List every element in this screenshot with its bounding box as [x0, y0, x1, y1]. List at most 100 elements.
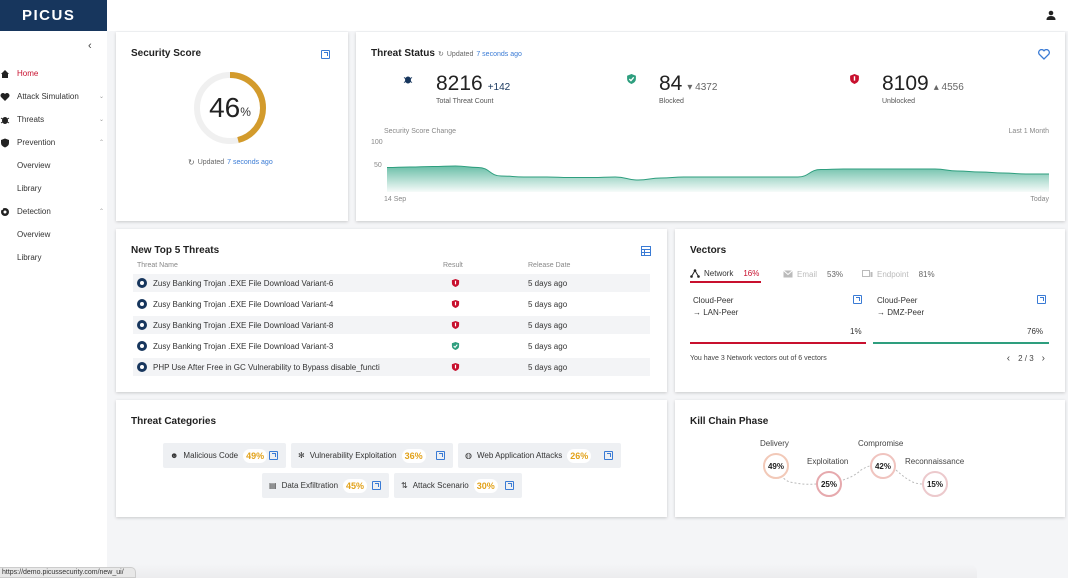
sidebar-item-prevention-library[interactable]: Library — [0, 177, 107, 200]
phase-compromise[interactable]: 42% — [870, 453, 896, 479]
external-link-icon[interactable] — [853, 295, 862, 304]
column-threat-name: Threat Name — [137, 262, 178, 269]
external-link-icon[interactable] — [321, 50, 330, 59]
category-attack-scenario[interactable]: ⇅ Attack Scenario 30% — [394, 473, 522, 498]
card-title: Kill Chain Phase — [690, 416, 769, 427]
threat-name: Zusy Banking Trojan .EXE File Download V… — [153, 320, 334, 330]
chevron-right-icon[interactable]: › — [1041, 353, 1045, 364]
phase-label: Compromise — [858, 439, 904, 448]
phase-label: Reconnaissance — [905, 457, 965, 466]
card-title: Vectors — [690, 245, 727, 256]
sidebar-item-home[interactable]: Home — [0, 62, 107, 85]
chevron-up-icon: ⌃ — [98, 140, 104, 146]
shield-unblocked-icon — [451, 320, 460, 330]
external-link-icon[interactable] — [372, 481, 381, 490]
category-label: Web Application Attacks — [476, 451, 563, 460]
external-link-icon[interactable] — [436, 451, 445, 460]
scenario-icon: ⇅ — [401, 481, 408, 490]
y-tick-50: 50 — [374, 162, 382, 169]
card-title: New Top 5 Threats — [131, 245, 220, 256]
vector-to: → LAN-Peer — [693, 308, 739, 317]
sidebar-item-prevention-overview[interactable]: Overview — [0, 154, 107, 177]
malicious-code-icon: ☻ — [170, 451, 179, 460]
document-icon: ▤ — [269, 481, 277, 490]
tab-network[interactable]: Network 16% — [690, 265, 762, 283]
tab-label: Endpoint — [877, 269, 909, 279]
tab-pct: 16% — [743, 268, 760, 278]
score-value: 46% — [192, 70, 268, 146]
table-row[interactable]: PHP Use After Free in GC Vulnerability t… — [133, 358, 650, 376]
picus-logo[interactable]: PICUS — [0, 0, 107, 31]
score-ring — [194, 72, 266, 144]
shield-unblocked-icon — [451, 299, 460, 309]
shield-unblocked-icon — [451, 278, 460, 288]
table-row[interactable]: Zusy Banking Trojan .EXE File Download V… — [133, 274, 650, 292]
phase-label: Exploitation — [807, 457, 849, 466]
threat-icon — [137, 278, 147, 288]
category-malicious-code[interactable]: ☻ Malicious Code 49% — [163, 443, 286, 468]
external-link-icon[interactable] — [505, 481, 514, 490]
vector-item-2[interactable]: Cloud-Peer → DMZ-Peer — [877, 295, 924, 319]
sidebar-collapse-button[interactable]: ‹ — [88, 40, 92, 52]
blocked-stat: 84 ▾ 4372 Blocked — [659, 72, 718, 105]
x-tick-start: 14 Sep — [384, 196, 407, 203]
threat-name: Zusy Banking Trojan .EXE File Download V… — [153, 299, 334, 309]
sidebar-item-label: Overview — [17, 230, 51, 239]
category-web-application-attacks[interactable]: ◍ Web Application Attacks 26% — [458, 443, 621, 468]
unblocked-stat: 8109 ▴ 4556 Unblocked — [882, 72, 964, 105]
sidebar-item-prevention[interactable]: Prevention ⌃ — [0, 131, 107, 154]
status-url-bar: https://demo.picussecurity.com/new_ui/ — [0, 567, 136, 578]
heart-icon — [0, 92, 10, 101]
tab-email[interactable]: Email 53% — [783, 265, 843, 283]
category-pct: 30% — [473, 478, 498, 493]
sidebar-item-attack-simulation[interactable]: Attack Simulation ⌄ — [0, 85, 107, 108]
category-data-exfiltration[interactable]: ▤ Data Exfiltration 45% — [262, 473, 389, 498]
vector-bar-2 — [873, 342, 1049, 344]
sidebar-item-detection-library[interactable]: Library — [0, 246, 107, 269]
shield-unblocked-icon — [451, 362, 460, 372]
threat-status-card: Threat Status ↻ Updated 7 seconds ago 82… — [356, 32, 1065, 221]
area-series-fill — [387, 166, 1049, 192]
chevron-down-icon: ⌄ — [98, 94, 104, 100]
table-view-icon[interactable] — [641, 246, 651, 256]
table-row[interactable]: Zusy Banking Trojan .EXE File Download V… — [133, 316, 650, 334]
table-row[interactable]: Zusy Banking Trojan .EXE File Download V… — [133, 295, 650, 313]
vector-item-1[interactable]: Cloud-Peer → LAN-Peer — [693, 295, 738, 319]
category-pct: 36% — [401, 448, 426, 463]
category-label: Attack Scenario — [412, 481, 469, 490]
phase-delivery[interactable]: 49% — [763, 453, 789, 479]
phase-pct: 15% — [926, 479, 943, 489]
updated-ago: 7 seconds ago — [227, 159, 273, 166]
chevron-left-icon[interactable]: ‹ — [1006, 353, 1011, 364]
updated-label: Updated — [446, 50, 474, 58]
release-date: 5 days ago — [528, 341, 568, 351]
release-date: 5 days ago — [528, 278, 568, 288]
phase-exploitation[interactable]: 25% — [816, 471, 842, 497]
tab-endpoint[interactable]: Endpoint 81% — [862, 265, 935, 283]
external-link-icon[interactable] — [269, 451, 278, 460]
chart-range-label: Last 1 Month — [1008, 128, 1049, 135]
table-row[interactable]: Zusy Banking Trojan .EXE File Download V… — [133, 337, 650, 355]
category-pct: 26% — [567, 448, 592, 463]
bottom-strip — [107, 564, 977, 578]
bug-icon: ✻ — [298, 451, 305, 460]
favorite-heart-icon[interactable] — [1038, 49, 1050, 60]
column-result: Result — [443, 262, 463, 269]
unblocked-delta: 4556 — [941, 82, 964, 93]
external-link-icon[interactable] — [1037, 295, 1046, 304]
user-icon[interactable] — [1046, 10, 1056, 20]
sidebar-item-detection-overview[interactable]: Overview — [0, 223, 107, 246]
sidebar-item-detection[interactable]: Detection ⌃ — [0, 200, 107, 223]
category-vulnerability-exploitation[interactable]: ✻ Vulnerability Exploitation 36% — [291, 443, 453, 468]
phase-reconnaissance[interactable]: 15% — [922, 471, 948, 497]
score-unit: % — [240, 105, 251, 119]
category-label: Data Exfiltration — [281, 481, 339, 490]
area-series-line — [387, 165, 1049, 181]
sidebar-item-label: Home — [17, 69, 39, 78]
refresh-icon: ↻ — [438, 51, 444, 58]
page-indicator: 2 / 3 — [1018, 354, 1034, 363]
external-link-icon[interactable] — [604, 451, 613, 460]
sidebar-item-threats[interactable]: Threats ⌄ — [0, 108, 107, 131]
blocked-label: Blocked — [659, 98, 684, 105]
card-title: Threat Status — [371, 48, 435, 59]
